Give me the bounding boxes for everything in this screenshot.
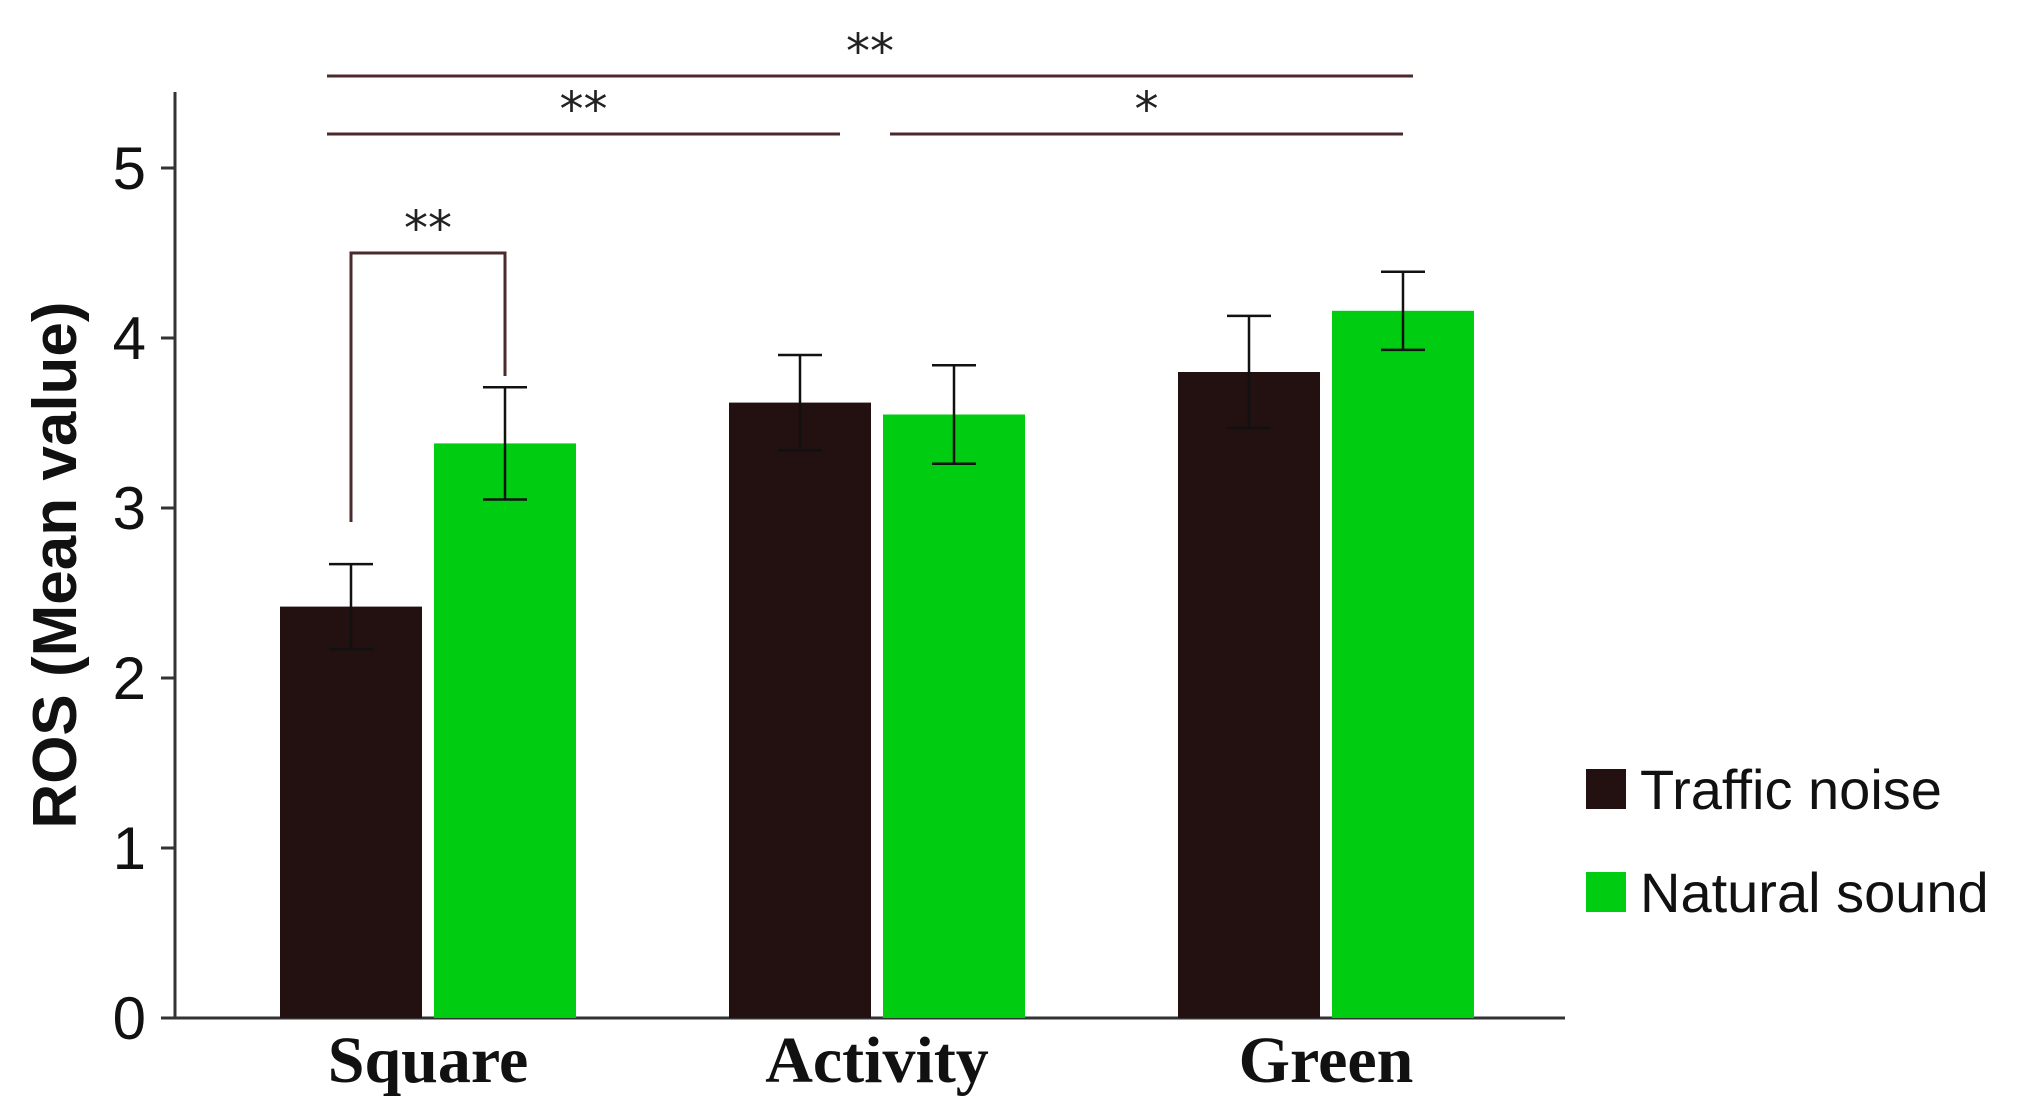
significance-label: ** xyxy=(404,201,452,257)
y-ticks: 0 1 2 3 4 5 xyxy=(113,135,175,1052)
y-tick-label: 4 xyxy=(113,305,146,372)
legend-label: Traffic noise xyxy=(1640,758,1942,821)
y-tick-label: 0 xyxy=(113,985,146,1052)
legend-swatch xyxy=(1586,872,1626,912)
significance-annotations: **** *** xyxy=(327,24,1413,522)
bar xyxy=(280,606,422,1018)
bar xyxy=(434,443,576,1018)
y-tick-label: 1 xyxy=(113,815,146,882)
category-label: Activity xyxy=(765,1024,989,1097)
significance-label: * xyxy=(1135,82,1159,138)
legend-swatch xyxy=(1586,769,1626,809)
bar xyxy=(883,414,1025,1018)
y-tick-label: 2 xyxy=(113,645,146,712)
significance-label: ** xyxy=(560,82,608,138)
legend: Traffic noise Natural sound xyxy=(1586,758,1989,924)
legend-label: Natural sound xyxy=(1640,861,1989,924)
significance-bracket xyxy=(349,251,507,522)
y-tick-label: 5 xyxy=(113,135,146,202)
bars xyxy=(280,310,1474,1019)
category-label: Green xyxy=(1239,1024,1414,1097)
y-axis-title: ROS (Mean value) xyxy=(21,301,90,828)
category-labels: Square Activity Green xyxy=(328,1024,1414,1097)
category-label: Square xyxy=(328,1024,529,1097)
y-tick-label: 3 xyxy=(113,475,146,542)
bar xyxy=(729,402,871,1019)
significance-label: ** xyxy=(846,24,894,80)
bar xyxy=(1178,372,1320,1018)
error-bars xyxy=(329,270,1425,651)
bar xyxy=(1332,310,1474,1018)
